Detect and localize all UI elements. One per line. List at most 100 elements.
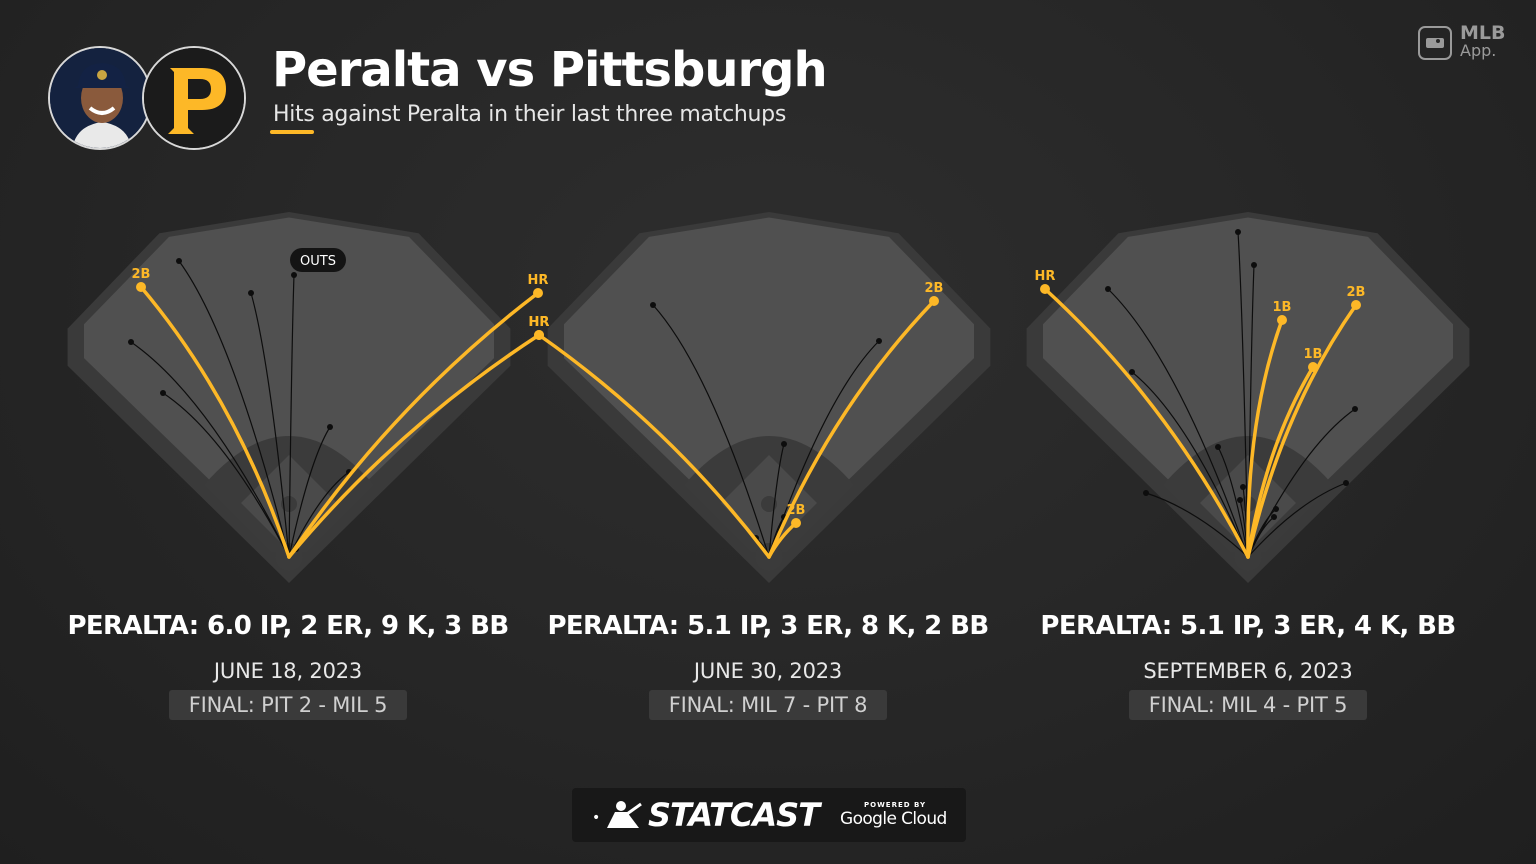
player-headshot-icon [48, 46, 152, 150]
hit-label: HR [528, 273, 549, 288]
hit-label: 2B [787, 503, 806, 518]
out-dot [1129, 369, 1135, 375]
out-dot [781, 441, 787, 447]
spray-chart-2: HR 2B 2B [529, 212, 991, 583]
out-dot [1273, 506, 1279, 512]
outfield-grass [564, 217, 974, 557]
hit-trajectory [1043, 287, 1250, 559]
hit-label: 2B [1347, 285, 1366, 300]
out-trajectory [1237, 231, 1249, 558]
pitching-line: PERALTA: 5.1 IP, 3 ER, 8 K, 2 BB [547, 611, 989, 641]
out-dot [248, 290, 254, 296]
pitchers-mound [761, 496, 777, 512]
hit-dot [1277, 315, 1287, 325]
out-trajectory [1107, 288, 1249, 558]
out-trajectory [768, 443, 785, 558]
out-trajectory [288, 426, 331, 558]
out-dot [160, 390, 166, 396]
final-score: FINAL: PIT 2 - MIL 5 [168, 690, 408, 720]
out-trajectory [288, 471, 350, 558]
game-date: JUNE 18, 2023 [213, 659, 363, 683]
out-dot [1352, 406, 1358, 412]
out-dot [1251, 262, 1257, 268]
outfield-grass [1043, 217, 1453, 557]
statcast-wordmark: STATCAST [648, 796, 820, 834]
outs-badge [290, 248, 346, 272]
hit-dot [929, 296, 939, 306]
game-date: SEPTEMBER 6, 2023 [1143, 659, 1353, 683]
hit-label: 1B [1273, 300, 1292, 315]
out-dot [1237, 497, 1243, 503]
hit-label: 2B [925, 281, 944, 296]
out-dot [650, 302, 656, 308]
game-summary-3: PERALTA: 5.1 IP, 3 ER, 4 K, BB SEPTEMBER… [1008, 606, 1488, 720]
out-trajectory [1217, 446, 1249, 558]
out-dot [128, 339, 134, 345]
outfield-grass [84, 217, 494, 557]
out-trajectory [1145, 492, 1249, 558]
out-trajectory [652, 304, 770, 558]
out-dot [1215, 444, 1221, 450]
out-trajectory [130, 341, 290, 558]
out-dot [327, 424, 333, 430]
out-dot [1240, 484, 1246, 490]
out-trajectory [250, 292, 290, 558]
out-dot [176, 258, 182, 264]
header: Peralta vs Pittsburgh Hits against Peral… [0, 0, 1536, 170]
hit-dot [136, 282, 146, 292]
spray-chart-1: 2B HR HR OUTS [67, 212, 550, 583]
hit-label: 2B [132, 267, 151, 282]
hit-label: HR [1035, 269, 1056, 284]
out-dot [876, 338, 882, 344]
game-summary-1: PERALTA: 6.0 IP, 2 ER, 9 K, 3 BB JUNE 18… [48, 606, 528, 720]
game-summary-2: PERALTA: 5.1 IP, 3 ER, 8 K, 2 BB JUNE 30… [528, 606, 1008, 720]
powered-by-text: POWERED BY [864, 801, 927, 809]
hit-label: HR [529, 315, 550, 330]
out-trajectory [288, 274, 295, 558]
statcast-footer: • STATCAST POWERED BY Google Cloud [572, 788, 966, 842]
hit-dot [1040, 284, 1050, 294]
out-trajectory [178, 260, 290, 558]
final-score: FINAL: MIL 7 - PIT 8 [648, 690, 888, 720]
hit-trajectory [287, 333, 541, 559]
spray-chart-3: HR 1B 2B 1B [1026, 212, 1470, 583]
google-cloud-text: Google Cloud [840, 809, 947, 829]
hit-trajectory [139, 285, 291, 559]
hit-trajectory [537, 333, 771, 559]
out-dot [1271, 514, 1277, 520]
outs-badge-label: OUTS [300, 254, 336, 269]
pitching-line: PERALTA: 5.1 IP, 3 ER, 4 K, BB [1040, 611, 1456, 641]
out-trajectory [1131, 371, 1249, 558]
out-dot [1343, 480, 1349, 486]
hit-trajectory [287, 291, 540, 559]
out-dot [1105, 286, 1111, 292]
mlb-logo-icon [1418, 26, 1452, 60]
dot-icon: • [592, 810, 601, 826]
pirates-p-logo-icon [142, 46, 246, 150]
out-trajectory [162, 392, 290, 558]
page-title: Peralta vs Pittsburgh [272, 42, 828, 98]
final-score: FINAL: MIL 4 - PIT 5 [1128, 690, 1368, 720]
page-subtitle: Hits against Peralta in their last three… [273, 102, 786, 127]
hit-dot [534, 330, 544, 340]
hit-dot [791, 518, 801, 528]
hit-trajectory [1246, 365, 1315, 559]
hit-trajectory [1246, 303, 1358, 559]
mlb-app-logo: MLB App. [1418, 24, 1518, 64]
game-date: JUNE 30, 2023 [693, 659, 843, 683]
out-dot [291, 272, 297, 278]
statcast-batter-icon [607, 801, 642, 828]
hit-label: 1B [1304, 347, 1323, 362]
hit-dot [533, 288, 543, 298]
hit-trajectory [1246, 318, 1284, 559]
out-dot [1143, 490, 1149, 496]
hit-label: HR [529, 315, 550, 330]
hit-dot [1308, 362, 1318, 372]
subtitle-accent-line [270, 130, 314, 134]
mlb-text: MLB [1460, 22, 1506, 44]
out-trajectory [1247, 482, 1347, 558]
app-text: App. [1460, 41, 1497, 60]
hit-dot [1351, 300, 1361, 310]
hit-trajectory [767, 299, 936, 559]
